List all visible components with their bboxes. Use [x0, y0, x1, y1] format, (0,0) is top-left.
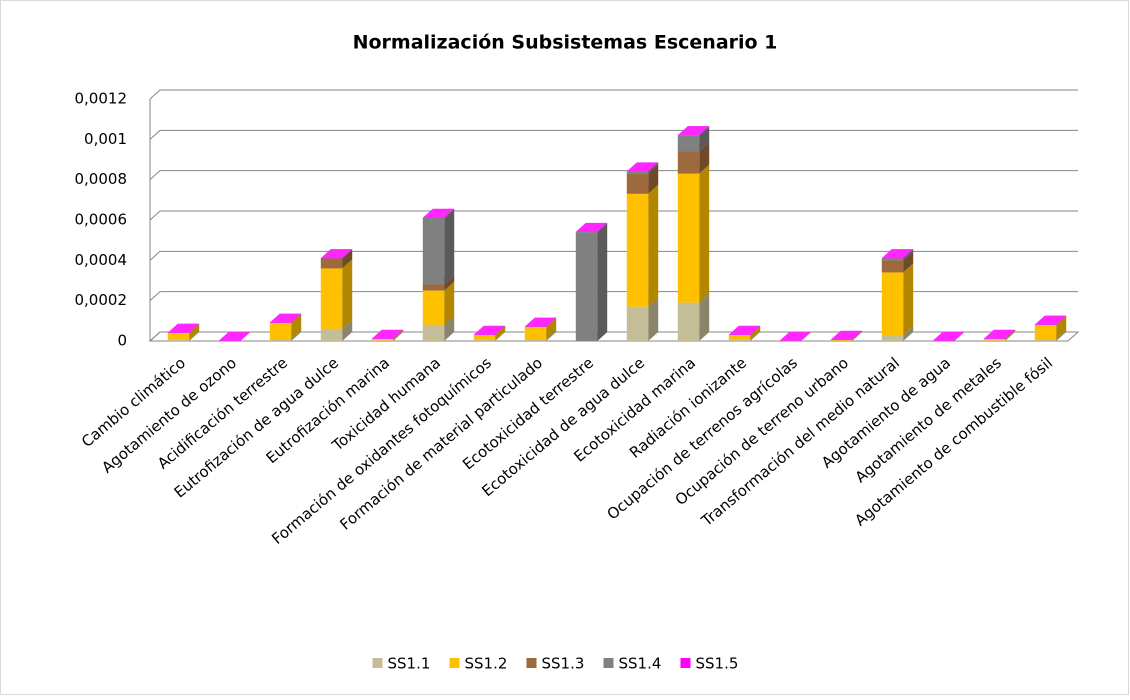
bar: [474, 340, 495, 341]
bar: [525, 327, 546, 339]
bar: [423, 285, 444, 291]
legend-label: SS1.4: [619, 655, 662, 673]
bar: [831, 340, 852, 341]
legend-swatch: [527, 658, 537, 668]
legend-label: SS1.2: [465, 655, 508, 673]
y-tick-label: 0,0012: [75, 90, 128, 108]
bar: [321, 258, 342, 268]
bar: [372, 339, 393, 340]
legend-label: SS1.3: [542, 655, 585, 673]
bar-side: [597, 223, 607, 341]
bar: [627, 172, 648, 174]
bar: [372, 340, 393, 341]
bar: [729, 335, 750, 340]
legend-label: SS1.1: [388, 655, 431, 673]
bar: [627, 194, 648, 307]
bar: [525, 339, 546, 341]
bar: [474, 335, 495, 340]
bar: [882, 272, 903, 335]
bar-side: [444, 209, 454, 285]
legend-swatch: [604, 658, 614, 668]
bar: [423, 291, 444, 325]
bar: [321, 329, 342, 341]
bar: [984, 339, 1005, 340]
bar: [678, 135, 699, 151]
bar: [984, 340, 1005, 341]
bar: [678, 174, 699, 303]
bar-segment: [576, 223, 607, 341]
bar: [627, 174, 648, 194]
bar-side: [342, 259, 352, 329]
bar-side: [903, 263, 913, 335]
bar: [270, 323, 291, 339]
y-tick-label: 0,0002: [75, 291, 128, 309]
bar-side: [699, 165, 709, 303]
bar-segment: [321, 259, 352, 329]
y-tick-label: 0: [117, 332, 127, 350]
bar-segment: [678, 165, 709, 303]
bar-segment: [627, 185, 658, 307]
bar: [576, 232, 597, 341]
bar-segment: [882, 263, 913, 335]
bar-segment: [423, 209, 454, 285]
y-tick-label: 0,0004: [75, 251, 128, 269]
y-tick-label: 0,001: [84, 130, 127, 148]
legend-label: SS1.5: [696, 655, 739, 673]
bar: [168, 340, 189, 341]
y-tick-label: 0,0008: [75, 170, 128, 188]
bar: [627, 307, 648, 341]
y-tick-label: 0,0006: [75, 211, 128, 229]
bar: [882, 260, 903, 272]
bar: [270, 339, 291, 341]
bar: [882, 258, 903, 260]
legend-swatch: [373, 658, 383, 668]
bar: [1035, 325, 1056, 339]
legend-swatch: [681, 658, 691, 668]
bar-side: [648, 185, 658, 307]
bar: [423, 218, 444, 285]
bar: [678, 303, 699, 341]
bar: [729, 340, 750, 341]
bar: [168, 333, 189, 340]
bar: [678, 151, 699, 173]
bar: [321, 268, 342, 329]
legend-swatch: [450, 658, 460, 668]
bar: [423, 325, 444, 341]
chart-title: Normalización Subsistemas Escenario 1: [353, 32, 778, 54]
bar: [1035, 339, 1056, 341]
bar: [882, 335, 903, 341]
